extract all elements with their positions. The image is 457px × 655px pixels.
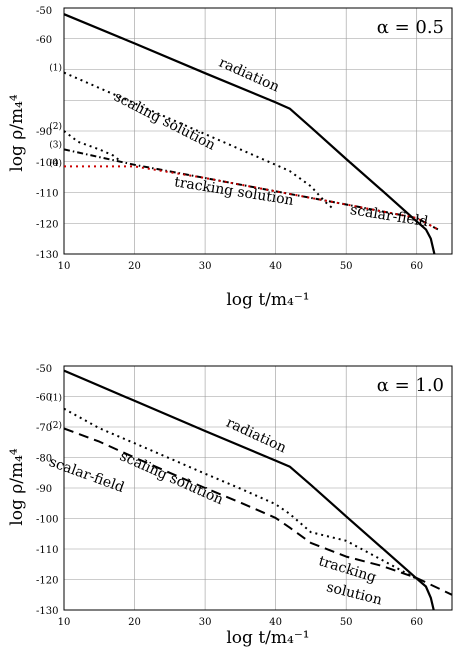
x-axis-label: log t/m₄⁻¹: [226, 628, 309, 648]
x-tick-label: 20: [128, 261, 141, 272]
series-line-3: [63, 130, 122, 162]
y-tick-label: -90: [36, 484, 52, 495]
curve-number-label: (4): [49, 158, 62, 169]
curve-annotation: radiation: [224, 415, 289, 457]
x-tick-label: 30: [199, 261, 212, 272]
series-line-1: [63, 369, 435, 611]
chart-panel-alpha-1-0: 10 20 30 40 50 60 -50 -60 -70 -80 -90 -100 -110 -120 -…: [7, 364, 453, 648]
y-tick-label: -100: [36, 158, 58, 169]
y-axis-label: log ρ/m₄⁴: [7, 94, 27, 172]
x-tick-label: 60: [410, 617, 423, 628]
x-tick-label: 50: [340, 617, 353, 628]
x-tick-label: 20: [128, 617, 141, 628]
x-tick-label: 40: [269, 261, 282, 272]
curve-annotation: scaling solution: [111, 89, 218, 154]
series-line-2: [63, 407, 418, 580]
y-tick-label: -70: [36, 423, 52, 434]
curve-number-label: (3): [49, 139, 62, 150]
y-tick-label: -130: [36, 250, 58, 261]
curve-number-label: (1): [49, 63, 62, 74]
y-tick-label: -50: [36, 6, 52, 17]
y-tick-label: -130: [36, 606, 58, 617]
y-tick-label: -120: [36, 576, 58, 587]
x-tick-label: 50: [340, 261, 353, 272]
curve-annotation: scalar-field: [349, 202, 429, 230]
y-tick-label: -80: [36, 454, 52, 465]
x-tick-label: 10: [58, 261, 71, 272]
curve-annotation: scalar-field: [47, 454, 126, 496]
y-tick-label: -60: [36, 393, 52, 404]
y-tick-label: -50: [36, 364, 52, 375]
alpha-label: α = 1.0: [377, 375, 444, 396]
curve-annotation: radiation: [216, 55, 281, 96]
y-tick-label: -60: [36, 35, 52, 46]
y-tick-label: -100: [36, 515, 58, 526]
y-tick-label: -120: [36, 219, 58, 230]
curve-number-label: (1): [49, 393, 62, 404]
x-tick-label: 40: [269, 617, 282, 628]
series-line-3: [63, 427, 453, 596]
curve-number-label: (2): [49, 420, 62, 431]
series-line-2: [63, 71, 333, 209]
alpha-label: α = 0.5: [377, 17, 444, 38]
y-tick-label: -90: [36, 127, 52, 138]
x-tick-label: 60: [410, 261, 423, 272]
plot-frame: [63, 365, 453, 611]
x-tick-label: 10: [58, 617, 71, 628]
series-line-4: [63, 148, 439, 231]
curve-number-label: (2): [49, 121, 62, 132]
curve-annotation: solution: [325, 579, 384, 608]
y-axis-label: log ρ/m₄⁴: [7, 448, 27, 526]
curve-annotation: tracking solution: [173, 174, 295, 209]
x-axis-label: log t/m₄⁻¹: [226, 290, 309, 310]
series-line-1: [63, 13, 436, 255]
chart-panel-alpha-0-5: 10 20 30 40 50 60 -50 -60 -90 -100 -110 -120 -130 log…: [7, 6, 453, 310]
curve-annotation: tracking: [317, 553, 379, 586]
y-tick-label: -110: [36, 189, 58, 200]
y-tick-label: -110: [36, 545, 58, 556]
x-tick-label: 30: [199, 617, 212, 628]
